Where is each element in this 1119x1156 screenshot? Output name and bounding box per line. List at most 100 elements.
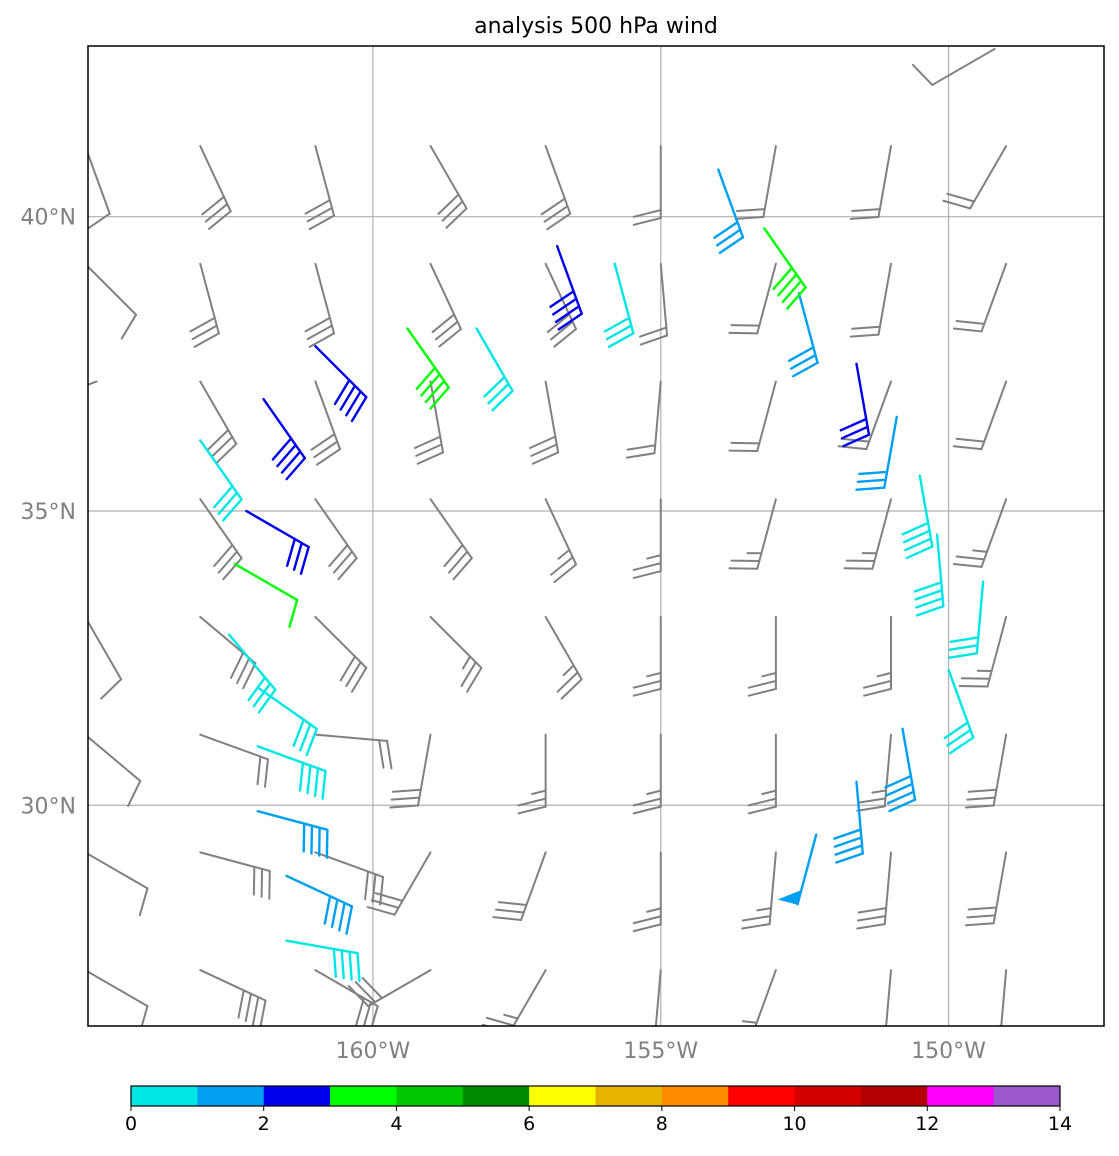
- barb-line: [625, 452, 656, 459]
- wind-barb: [88, 265, 138, 340]
- barb-line: [851, 325, 881, 330]
- barb-staff: [314, 498, 358, 560]
- barb-line: [517, 797, 547, 807]
- barb-line: [339, 655, 356, 682]
- colorbar-segment: [263, 1086, 331, 1106]
- barb-line: [256, 755, 262, 786]
- barb-staff: [262, 397, 307, 460]
- wind-barbs: [88, 47, 1008, 1038]
- barb-staff: [475, 327, 514, 393]
- barb-staff: [756, 262, 777, 335]
- barb-staff: [199, 145, 232, 213]
- barb-line: [424, 379, 446, 404]
- barb-line: [443, 544, 464, 568]
- barb-line: [632, 570, 662, 579]
- wind-barb: [648, 969, 662, 1026]
- barb-line: [460, 661, 477, 688]
- barb-line: [715, 228, 742, 247]
- barb-line: [855, 486, 886, 491]
- wind-barb: [544, 262, 578, 348]
- chart-title: analysis 500 hPa wind: [474, 14, 718, 39]
- wind-barb: [88, 852, 149, 917]
- barb-line: [492, 916, 523, 922]
- barb-staff: [199, 733, 269, 761]
- barb-line: [973, 1034, 1000, 1038]
- barb-line: [483, 375, 506, 398]
- barb-line: [955, 320, 986, 325]
- wind-barb: [964, 733, 1008, 809]
- barb-staff: [754, 969, 777, 1026]
- barb-line: [888, 798, 917, 813]
- barb-half-line: [761, 671, 777, 678]
- wind-barb: [314, 969, 379, 1026]
- barb-line: [191, 324, 218, 341]
- barb-line: [308, 332, 336, 348]
- barb-line: [833, 836, 863, 848]
- wind-barb: [942, 145, 1008, 210]
- barb-half-line: [756, 907, 773, 912]
- barb-line: [345, 661, 362, 688]
- barb-line: [856, 805, 886, 812]
- barb-line: [736, 208, 766, 213]
- wind-barb: [88, 619, 123, 700]
- barb-line: [413, 435, 442, 449]
- wind-barb: [632, 498, 662, 579]
- barb-line: [271, 437, 293, 461]
- barb-line: [857, 907, 888, 914]
- colorbar-tick-label: 4: [390, 1113, 402, 1135]
- barb-line: [292, 718, 305, 747]
- barb-line: [713, 221, 739, 240]
- barb-staff: [918, 474, 934, 548]
- y-tick-label: 35°N: [21, 500, 76, 525]
- colorbar-segment: [794, 1086, 862, 1106]
- colorbar-segment: [728, 1086, 796, 1106]
- barb-line: [967, 788, 998, 793]
- barb-line: [339, 384, 357, 411]
- barb-line: [392, 788, 422, 793]
- barb-line: [835, 852, 864, 864]
- wind-barb: [632, 615, 662, 697]
- barb-staff: [901, 727, 917, 801]
- barb-line: [299, 723, 312, 752]
- wind-barb: [839, 362, 871, 448]
- wind-barb: [262, 397, 307, 481]
- barb-staff: [406, 327, 450, 389]
- barb-line: [914, 589, 944, 601]
- barb-line: [550, 556, 574, 576]
- barb-line: [259, 999, 267, 1026]
- x-tick-label: 160°W: [336, 1039, 411, 1064]
- barb-half-line: [741, 1020, 758, 1024]
- barb-staff: [256, 745, 327, 773]
- barb-staff: [969, 145, 1008, 210]
- wind-barb: [389, 733, 432, 809]
- wind-barb: [741, 969, 777, 1026]
- barb-staff: [980, 498, 1008, 568]
- barb-staff: [417, 733, 432, 807]
- barb-line: [204, 203, 229, 223]
- wind-barb: [199, 498, 243, 581]
- barb-line: [264, 758, 269, 788]
- barb-line: [355, 997, 365, 1026]
- barb-staff: [88, 265, 138, 316]
- barb-line: [337, 557, 358, 581]
- wind-barb: [189, 262, 220, 348]
- wind-barb: [304, 262, 336, 348]
- wind-barb: [787, 292, 819, 378]
- barb-line: [100, 678, 123, 700]
- gridlines: [88, 46, 1104, 1026]
- barb-staff: [314, 145, 336, 217]
- barb-line: [321, 769, 327, 800]
- barb-staff: [763, 227, 807, 289]
- colorbar-segment: [860, 1086, 928, 1106]
- barb-line: [632, 915, 662, 925]
- barb-line: [332, 550, 354, 574]
- y-tick-label: 30°N: [21, 794, 76, 819]
- barb-line: [943, 721, 969, 740]
- barb-staff: [544, 380, 560, 454]
- barb-line: [244, 992, 253, 1023]
- barb-staff: [256, 809, 329, 832]
- barb-half-line: [531, 789, 547, 796]
- barb-line: [193, 332, 220, 348]
- barb-line: [787, 346, 815, 363]
- barb-line: [887, 790, 915, 805]
